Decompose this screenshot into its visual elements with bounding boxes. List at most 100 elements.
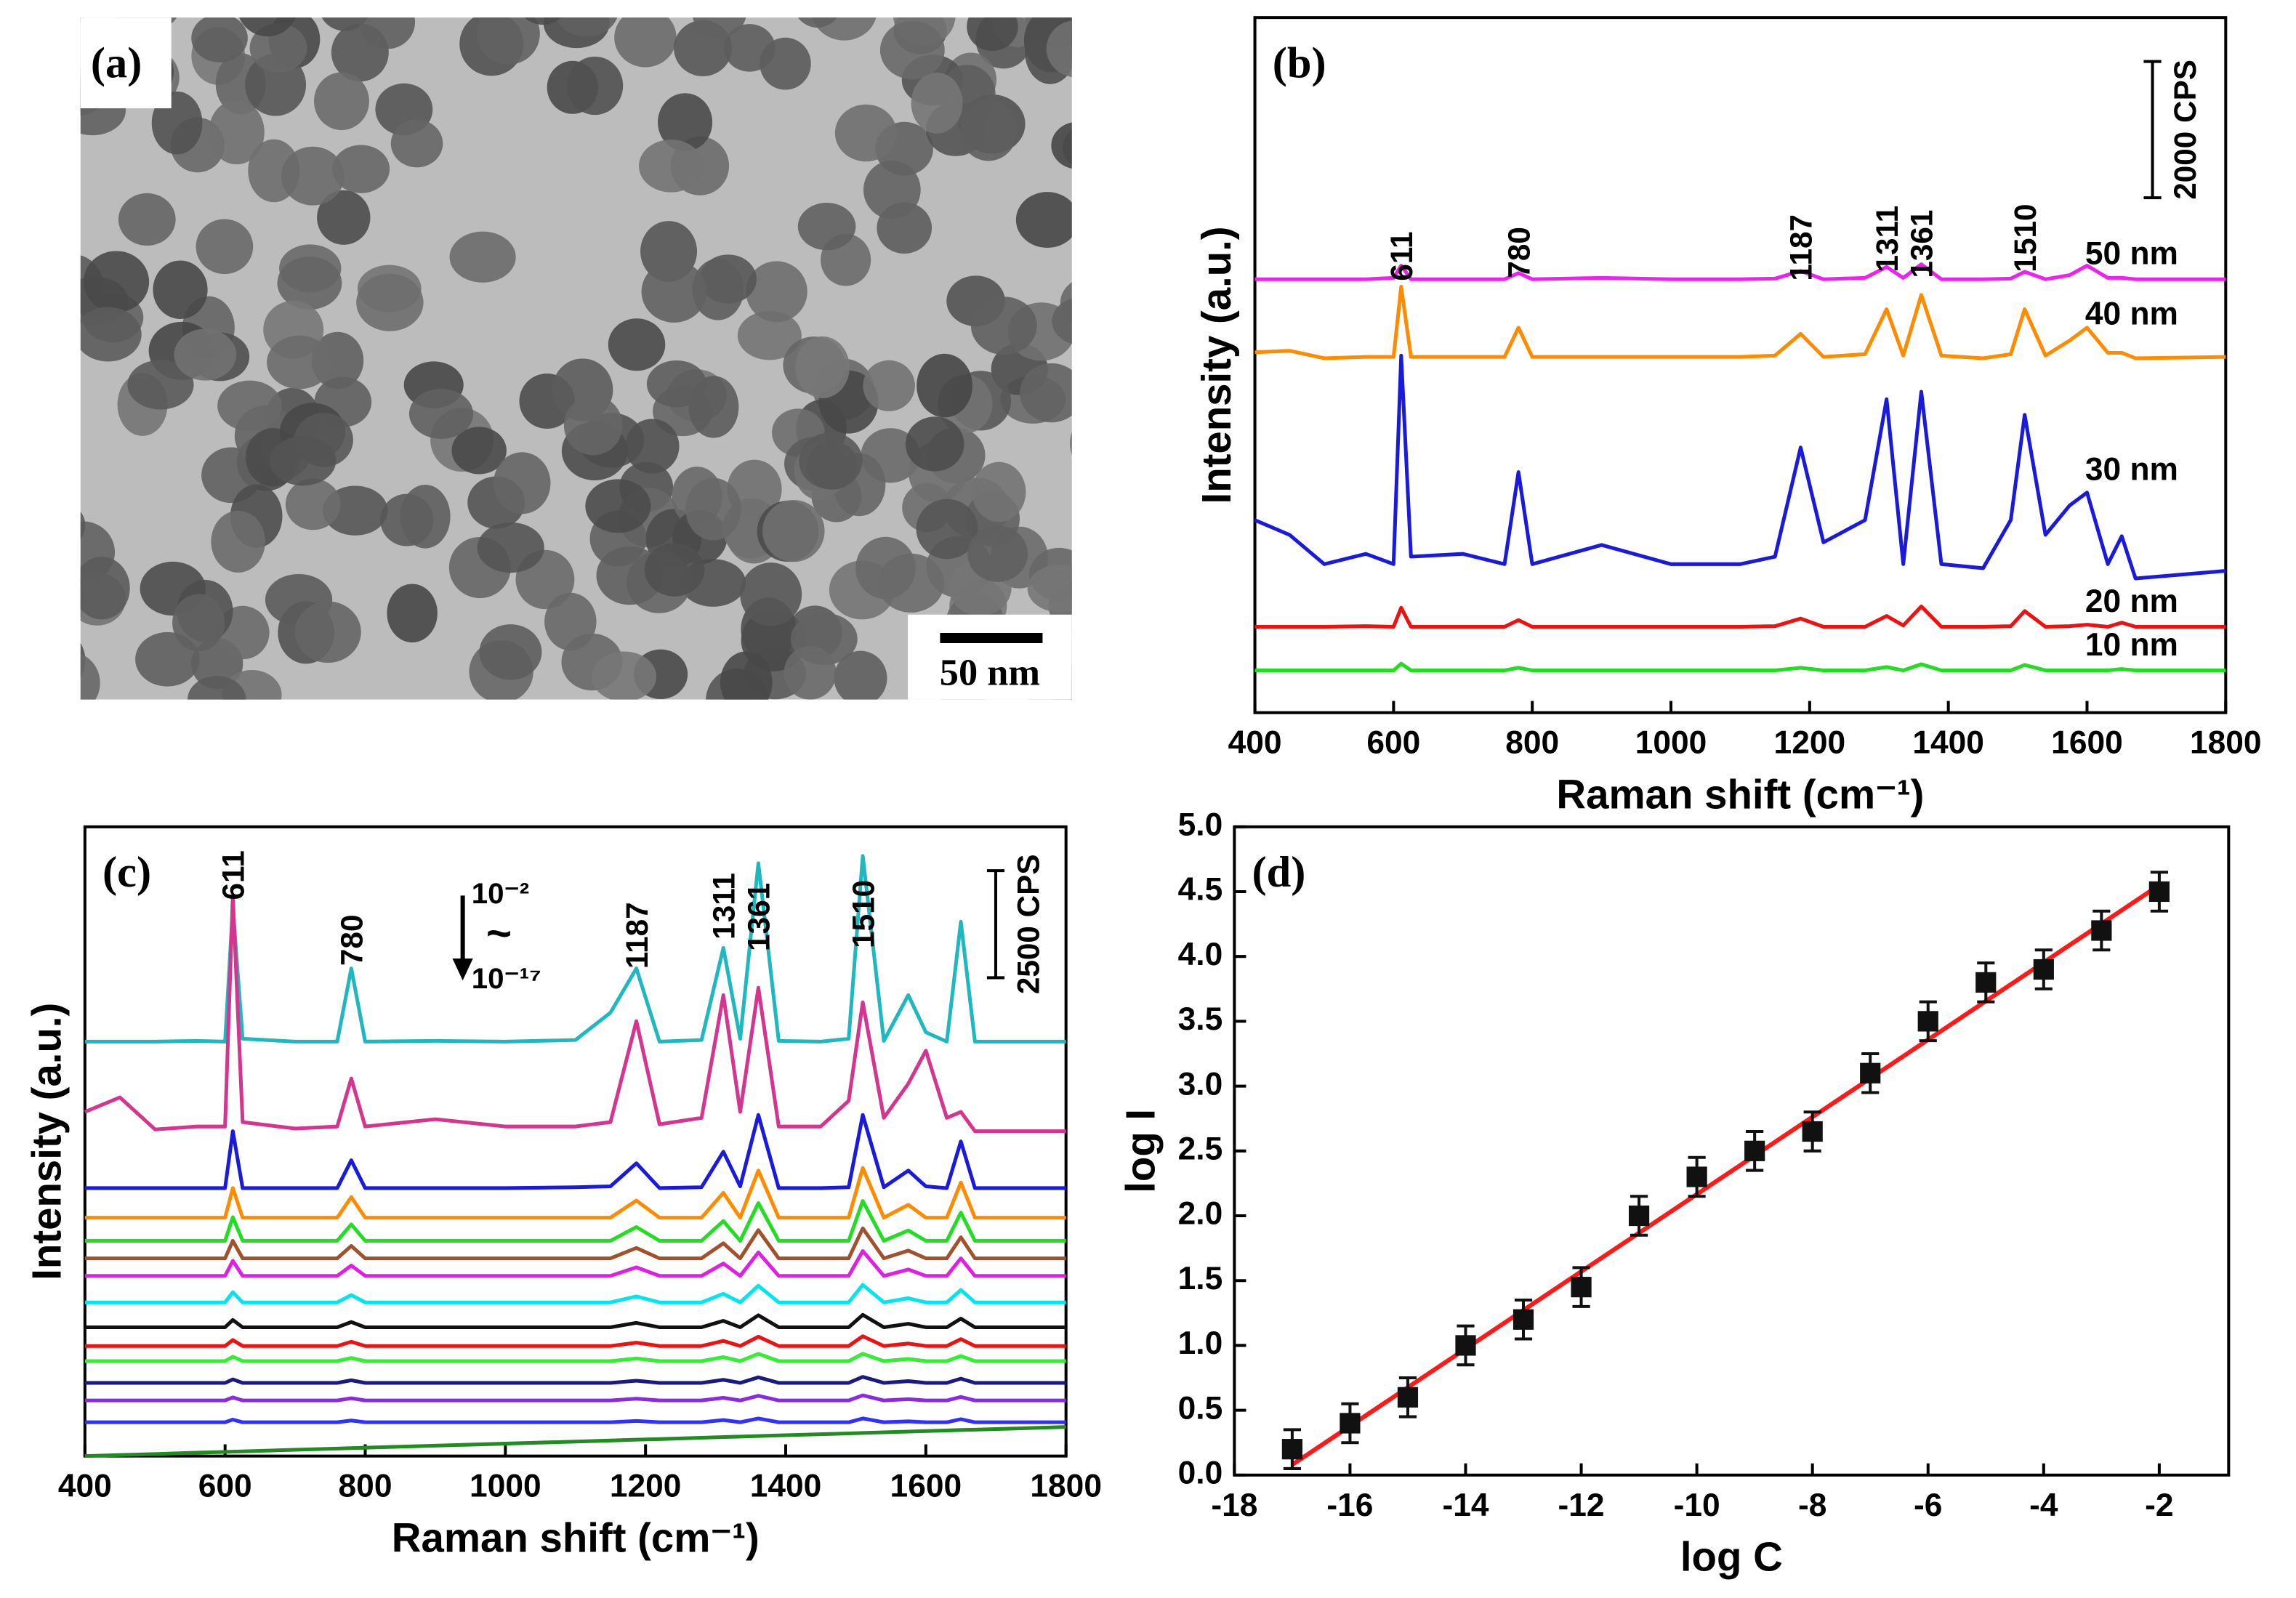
x-tick-label: -16 <box>1326 1488 1373 1523</box>
x-tick-label: 1000 <box>1635 725 1707 761</box>
data-point <box>2033 959 2054 980</box>
particle <box>917 353 972 418</box>
spectrum <box>1254 353 2226 581</box>
particle <box>614 17 677 68</box>
particle <box>658 93 713 152</box>
data-point <box>1802 1121 1823 1142</box>
x-tick-label: 1400 <box>750 1469 822 1504</box>
particle <box>477 522 544 573</box>
plot-frame <box>83 825 1068 1458</box>
particle <box>566 56 624 116</box>
particle <box>911 72 963 134</box>
peak-label: 611 <box>1385 231 1419 281</box>
scale-label: 2500 CPS <box>1011 854 1045 994</box>
y-tick-label: 2.0 <box>1178 1196 1223 1232</box>
particle <box>174 328 237 381</box>
particle <box>451 427 507 475</box>
particle <box>267 335 332 390</box>
series-label: 40 nm <box>2085 296 2178 331</box>
particle <box>693 17 746 39</box>
x-tick-label: 1600 <box>2051 725 2123 761</box>
x-tick-label: -8 <box>1798 1488 1826 1523</box>
particle <box>1051 122 1072 169</box>
data-point <box>1860 1062 1881 1084</box>
y-tick-label: 4.5 <box>1178 872 1223 908</box>
particle <box>746 261 807 323</box>
particle <box>294 601 361 663</box>
particle <box>834 104 897 162</box>
particle <box>1015 192 1072 249</box>
particle <box>80 512 86 539</box>
spectrum <box>1254 661 2226 673</box>
x-tick-label: 1200 <box>1774 725 1846 761</box>
peak-label: 1361 <box>742 883 776 951</box>
peak-label: 780 <box>1502 227 1536 278</box>
data-point <box>1455 1335 1476 1356</box>
panel-label: (c) <box>102 848 151 897</box>
data-point <box>2091 920 2112 941</box>
x-tick-label: 1200 <box>610 1469 682 1504</box>
particle <box>285 478 341 530</box>
y-tick-label: 3.0 <box>1178 1066 1223 1102</box>
data-point <box>1744 1140 1765 1161</box>
particle <box>80 557 130 620</box>
x-tick-label: 1000 <box>470 1469 541 1504</box>
particle <box>723 24 776 72</box>
fit-line <box>1291 883 2161 1467</box>
y-tick-label: 1.0 <box>1178 1325 1223 1361</box>
particle <box>916 499 978 560</box>
particle <box>269 435 337 486</box>
particle <box>209 100 265 165</box>
x-tick-label: 600 <box>198 1469 252 1504</box>
particle <box>80 307 142 362</box>
particle <box>479 624 542 680</box>
particle <box>644 543 705 597</box>
particle <box>972 461 1026 522</box>
plot-frame <box>1253 16 2228 714</box>
particle <box>356 273 424 331</box>
particle <box>1052 298 1072 344</box>
x-tick-label: 1600 <box>890 1469 962 1504</box>
particle <box>277 257 342 310</box>
arrow-label: 10⁻¹⁷ <box>472 962 541 995</box>
spectrum <box>84 1166 1066 1220</box>
spectrum <box>84 1375 1066 1385</box>
panel-label: (d) <box>1252 848 1306 897</box>
particle <box>217 380 282 432</box>
particle <box>317 190 371 245</box>
particle <box>740 562 802 626</box>
data-point <box>1340 1413 1361 1434</box>
scale-label: 50 nm <box>940 651 1040 693</box>
spectrum <box>84 1312 1066 1329</box>
data-point <box>1281 1439 1303 1460</box>
spectrum <box>1254 604 2226 629</box>
particle <box>408 389 474 439</box>
peak-label: 1361 <box>1905 210 1939 278</box>
x-tick-label: -6 <box>1914 1488 1942 1523</box>
particle <box>476 17 540 65</box>
y-axis-label: Intensity (a.u.) <box>23 1003 69 1280</box>
particle <box>314 72 369 131</box>
x-tick-label: -14 <box>1442 1488 1489 1523</box>
particle <box>863 360 915 411</box>
label-box <box>80 17 172 109</box>
y-tick-label: 0.0 <box>1178 1456 1223 1491</box>
x-tick-label: 800 <box>1505 725 1559 761</box>
arrow-head <box>452 958 473 981</box>
particle <box>449 231 516 283</box>
y-axis-label: log I <box>1117 1109 1163 1193</box>
particle <box>281 146 345 206</box>
particle <box>784 645 837 700</box>
particle <box>737 310 802 360</box>
spectrum <box>84 893 1066 1134</box>
particle <box>80 77 85 112</box>
particle <box>494 452 551 514</box>
particle <box>211 510 265 573</box>
x-tick-label: 1800 <box>2190 725 2262 761</box>
particle <box>1027 564 1072 613</box>
spectrum <box>84 1416 1066 1424</box>
particle <box>625 419 680 474</box>
particle <box>863 160 921 219</box>
particle <box>358 17 416 49</box>
